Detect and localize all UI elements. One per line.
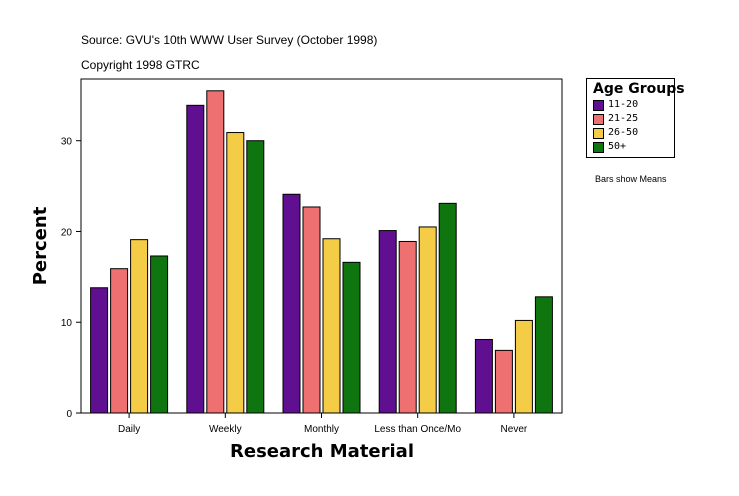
legend-swatch xyxy=(593,128,604,139)
legend-label: 21-25 xyxy=(608,113,639,124)
bar-50+-daily xyxy=(150,255,169,414)
bar-26-50-weekly xyxy=(226,132,245,414)
bar-21-25-weekly xyxy=(206,90,225,414)
legend-swatch xyxy=(593,114,604,125)
legend-label: 26-50 xyxy=(608,127,639,138)
bar-11-20-weekly xyxy=(186,104,205,414)
bar-26-50-never xyxy=(514,319,533,414)
bar-21-25-never xyxy=(494,349,513,414)
source-text: Source: GVU's 10th WWW User Survey (Octo… xyxy=(81,33,378,47)
bar-21-25-daily xyxy=(110,268,129,414)
bar-26-50-daily xyxy=(130,239,149,414)
bars-note: Bars show Means xyxy=(595,174,667,184)
legend: Age Groups 11-20 21-25 26-50 50+ xyxy=(586,78,685,158)
x-tick-label: Less than Once/Mo xyxy=(374,424,461,435)
bar-50+-weekly xyxy=(246,140,265,414)
legend-swatch xyxy=(593,142,604,153)
legend-swatch xyxy=(593,100,604,111)
copyright-text: Copyright 1998 GTRC xyxy=(81,58,200,72)
bar-50+-less-than-once-mo xyxy=(438,202,457,414)
y-tick-label: 10 xyxy=(61,318,73,329)
y-tick-label: 0 xyxy=(66,409,72,420)
y-axis-title: Percent xyxy=(30,206,51,285)
bar-21-25-less-than-once-mo xyxy=(398,240,417,414)
x-axis-title: Research Material xyxy=(230,441,414,462)
legend-label: 50+ xyxy=(608,141,627,152)
bar-11-20-daily xyxy=(90,287,109,414)
bar-11-20-never xyxy=(474,338,493,414)
bar-11-20-monthly xyxy=(282,193,301,414)
bar-50+-never xyxy=(534,296,553,414)
bar-26-50-less-than-once-mo xyxy=(418,226,437,414)
bar-50+-monthly xyxy=(342,261,361,414)
x-tick-label: Daily xyxy=(118,424,140,435)
x-tick-label: Weekly xyxy=(209,424,242,435)
bar-26-50-monthly xyxy=(322,238,341,414)
y-tick-label: 30 xyxy=(61,137,73,148)
x-tick-label: Monthly xyxy=(304,424,339,435)
legend-title: Age Groups xyxy=(593,81,685,97)
bar-21-25-monthly xyxy=(302,206,321,414)
bar-11-20-less-than-once-mo xyxy=(378,230,397,414)
legend-label: 11-20 xyxy=(608,99,639,110)
y-tick-label: 20 xyxy=(61,227,73,238)
x-tick-label: Never xyxy=(501,424,528,435)
